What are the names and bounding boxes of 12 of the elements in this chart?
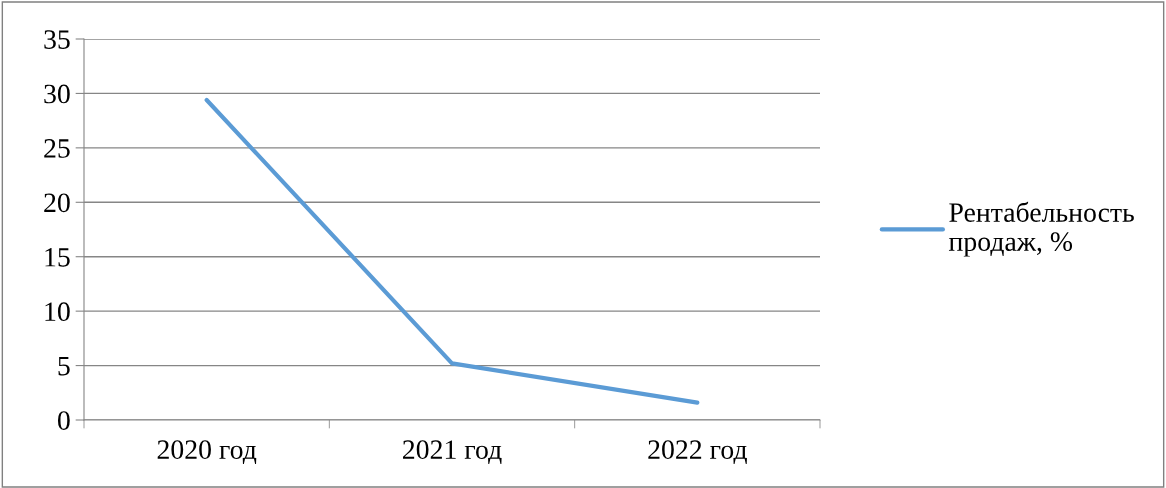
y-tick-label: 30 [44, 84, 70, 104]
y-tick-label: 5 [58, 357, 70, 376]
x-tick-label: 2020 год [157, 440, 257, 465]
y-tick-label: 15 [45, 248, 70, 267]
x-tick-label: 2021 год [403, 440, 502, 465]
y-tick-label: 10 [45, 302, 70, 322]
y-tick-label: 25 [44, 139, 70, 158]
y-tick-label: 0 [57, 411, 70, 430]
x-tick-label: 2022 год [648, 440, 747, 465]
legend-label: Рентабельность продаж, % [948, 201, 1134, 257]
y-tick-label: 20 [44, 193, 70, 213]
y-tick-label: 35 [44, 30, 70, 49]
